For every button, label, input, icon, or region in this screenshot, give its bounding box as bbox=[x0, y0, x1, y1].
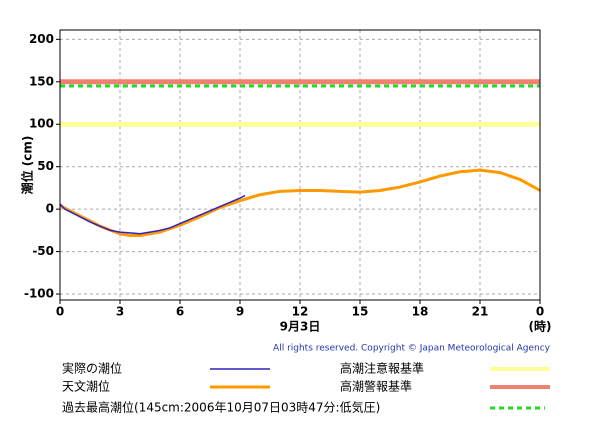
series-line bbox=[59, 168, 541, 237]
y-tick-label: 200 bbox=[29, 32, 54, 46]
plot-frame bbox=[59, 29, 541, 301]
credit: All rights reserved. Copyright © Japan M… bbox=[273, 344, 551, 354]
legend-label: 高潮警報基準 bbox=[340, 379, 412, 394]
y-tick-label: 150 bbox=[29, 74, 54, 88]
series-line bbox=[59, 194, 246, 235]
x-tick-label: 3 bbox=[116, 305, 124, 319]
y-tick-label: 50 bbox=[37, 159, 54, 173]
x-tick-label: 15 bbox=[352, 305, 369, 319]
y-tick-label: 0 bbox=[46, 202, 54, 216]
x-tick-label: 21 bbox=[472, 305, 489, 319]
x-axis-label: 9月3日 bbox=[280, 320, 321, 334]
x-tick-label: 6 bbox=[176, 305, 184, 319]
legend-label: 実際の潮位 bbox=[62, 361, 122, 376]
legend-label: 過去最高潮位(145cm:2006年10月07日03時47分:低気圧) bbox=[62, 400, 380, 415]
y-tick-label: 100 bbox=[29, 117, 54, 131]
y-axis-label: 潮位 (cm) bbox=[20, 136, 35, 195]
x-tick-label: 0 bbox=[536, 305, 544, 319]
x-tick-label: 18 bbox=[412, 305, 429, 319]
y-tick-label: -100 bbox=[24, 287, 54, 301]
x-unit: (時) bbox=[529, 319, 552, 334]
x-tick-label: 12 bbox=[292, 305, 309, 319]
legend-label: 高潮注意報基準 bbox=[340, 361, 424, 376]
y-tick-label: -50 bbox=[32, 244, 54, 258]
x-tick-label: 0 bbox=[56, 305, 64, 319]
x-tick-label: 9 bbox=[236, 305, 244, 319]
legend-label: 天文潮位 bbox=[62, 379, 110, 394]
